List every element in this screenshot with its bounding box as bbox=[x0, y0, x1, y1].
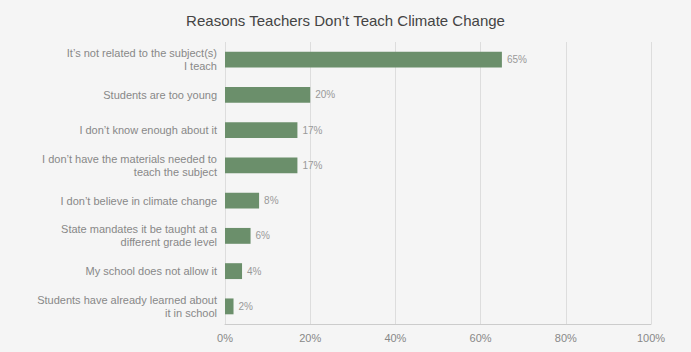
svg-text:I don’t know enough about it: I don’t know enough about it bbox=[79, 124, 217, 136]
svg-text:8%: 8% bbox=[264, 195, 279, 206]
svg-text:I don’t have the materials nee: I don’t have the materials needed to bbox=[42, 153, 217, 165]
svg-text:17%: 17% bbox=[302, 125, 322, 136]
svg-text:Students have already learned: Students have already learned about bbox=[37, 294, 217, 306]
svg-text:My school does not allow it: My school does not allow it bbox=[86, 265, 217, 277]
svg-text:I don’t believe in climate cha: I don’t believe in climate change bbox=[60, 195, 217, 207]
svg-text:State mandates it be taught at: State mandates it be taught at a bbox=[61, 223, 218, 235]
svg-text:4%: 4% bbox=[247, 266, 262, 277]
svg-text:100%: 100% bbox=[637, 332, 665, 344]
svg-text:I teach: I teach bbox=[184, 60, 217, 72]
svg-text:different grade level: different grade level bbox=[121, 236, 217, 248]
svg-text:20%: 20% bbox=[299, 332, 321, 344]
svg-text:65%: 65% bbox=[507, 54, 527, 65]
svg-text:20%: 20% bbox=[315, 89, 335, 100]
svg-text:80%: 80% bbox=[555, 332, 577, 344]
svg-text:it in school: it in school bbox=[165, 307, 217, 319]
svg-text:Students are too young: Students are too young bbox=[103, 89, 217, 101]
svg-text:6%: 6% bbox=[256, 230, 271, 241]
svg-text:60%: 60% bbox=[470, 332, 492, 344]
svg-text:It’s not related to the subjec: It’s not related to the subject(s) bbox=[67, 47, 217, 59]
svg-text:Reasons Teachers Don’t Teach C: Reasons Teachers Don’t Teach Climate Cha… bbox=[186, 12, 505, 29]
svg-text:17%: 17% bbox=[302, 160, 322, 171]
svg-text:40%: 40% bbox=[384, 332, 406, 344]
svg-text:2%: 2% bbox=[239, 301, 254, 312]
svg-text:0%: 0% bbox=[217, 332, 233, 344]
svg-text:teach the subject: teach the subject bbox=[134, 166, 217, 178]
